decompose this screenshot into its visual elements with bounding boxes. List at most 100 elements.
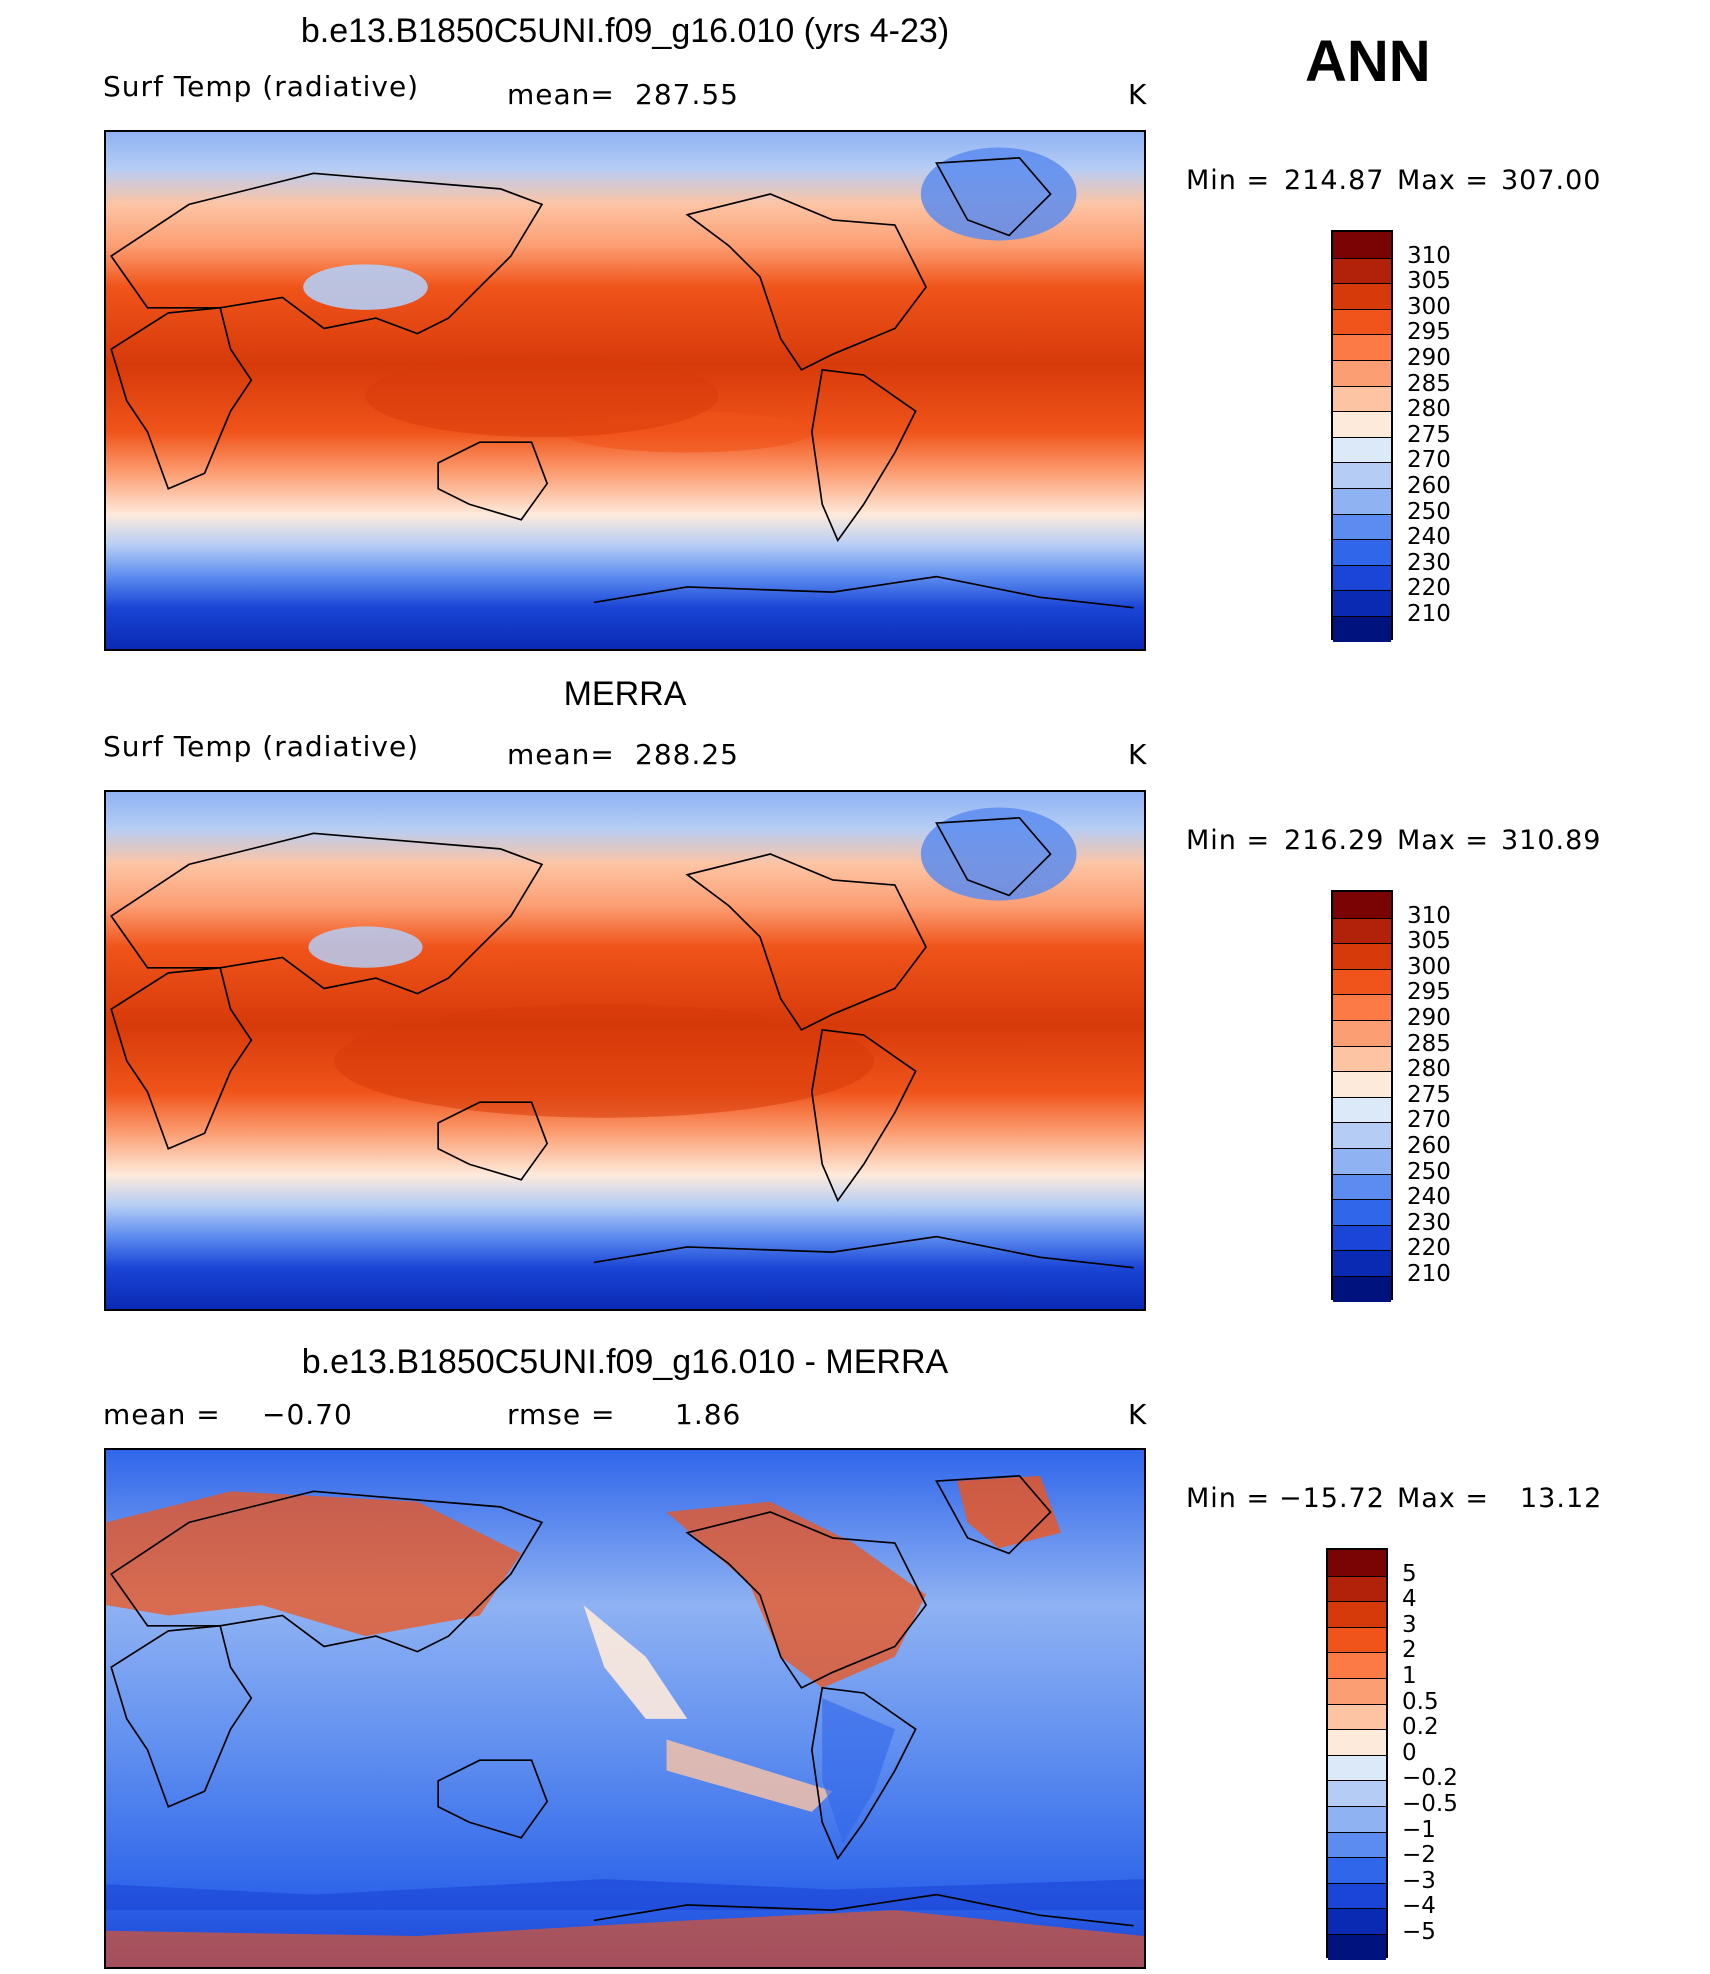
colorbar-swatch [1333, 1173, 1391, 1200]
colorbar-label: −2 [1402, 1842, 1436, 1869]
colorbar-separator [1333, 994, 1391, 996]
colorbar-swatch [1333, 1020, 1391, 1047]
colorbar-separator [1328, 1678, 1386, 1679]
colorbar-label: 0.5 [1402, 1688, 1439, 1715]
colorbar-label: −0.2 [1402, 1765, 1458, 1792]
panel-1-title: b.e13.B1850C5UNI.f09_g16.010 (yrs 4-23) [300, 12, 950, 50]
colorbar-separator [1333, 1122, 1391, 1124]
colorbar-label: 230 [1407, 1209, 1451, 1236]
colorbar-label: 295 [1407, 319, 1451, 346]
panel-3-units: K [1128, 1398, 1148, 1431]
colorbar-swatch [1328, 1575, 1386, 1602]
colorbar-swatch [1328, 1550, 1386, 1577]
colorbar-separator [1328, 1780, 1386, 1782]
colorbar-separator [1333, 564, 1391, 566]
colorbar-swatch [1333, 436, 1391, 463]
panel-1-mean-value: 287.55 [635, 78, 739, 111]
colorbar-label: 0.2 [1402, 1714, 1439, 1741]
colorbar-swatch [1333, 917, 1391, 944]
colorbar-separator [1333, 539, 1391, 541]
panel-3-map-svg [106, 1450, 1144, 1967]
panel-1-mean-label: mean= [507, 78, 615, 111]
colorbar-swatch [1333, 1250, 1391, 1277]
colorbar-box [1326, 1548, 1388, 1961]
colorbar-swatch [1328, 1908, 1386, 1935]
colorbar-swatch [1333, 1122, 1391, 1149]
colorbar-separator [1333, 385, 1391, 387]
colorbar-swatch [1328, 1780, 1386, 1807]
colorbar-separator [1333, 1045, 1391, 1047]
colorbar-swatch [1333, 1224, 1391, 1251]
colorbar-label: 270 [1407, 447, 1451, 474]
colorbar-swatch [1333, 308, 1391, 335]
colorbar-label: 290 [1407, 345, 1451, 371]
panel-2-min-label: Min = [1186, 825, 1271, 856]
colorbar-swatch [1333, 564, 1391, 591]
colorbar-label: 300 [1407, 953, 1451, 980]
colorbar-swatch [1333, 257, 1391, 284]
colorbar-label: 2 [1402, 1637, 1417, 1664]
colorbar-label: 230 [1407, 549, 1451, 576]
colorbar-label: 5 [1402, 1560, 1417, 1587]
colorbar-swatch [1333, 1276, 1391, 1303]
colorbar-label: 275 [1407, 421, 1451, 448]
panel-3-max-label: Max = [1397, 1483, 1490, 1514]
panel-3-max-value: 13.12 [1520, 1483, 1603, 1514]
colorbar-swatch [1333, 616, 1391, 643]
colorbar-swatch [1333, 1071, 1391, 1098]
colorbar-label: 250 [1407, 1158, 1451, 1185]
panel-1-map [104, 130, 1146, 651]
colorbar-swatch [1333, 994, 1391, 1021]
panel-2-mean-value: 288.25 [635, 738, 739, 771]
colorbar-label: 260 [1407, 1133, 1451, 1159]
panel-1-max-label: Max = [1397, 165, 1490, 196]
colorbar-separator [1333, 1096, 1391, 1098]
colorbar-label: 310 [1407, 902, 1451, 929]
panel-1-min-value: 214.87 [1284, 165, 1385, 196]
colorbar-swatch [1333, 232, 1391, 259]
colorbar-separator [1333, 1071, 1391, 1073]
colorbar-separator [1333, 917, 1391, 919]
colorbar-separator [1328, 1831, 1386, 1833]
panel-1-max-value: 307.00 [1501, 165, 1602, 196]
panel-2-map [104, 790, 1146, 1311]
colorbar-swatch [1328, 1601, 1386, 1628]
colorbar-label: −4 [1402, 1893, 1436, 1920]
colorbar-swatch [1333, 1148, 1391, 1175]
colorbar-separator [1328, 1857, 1386, 1859]
colorbar-separator [1333, 943, 1391, 945]
panel-1-variable: Surf Temp (radiative) [103, 70, 420, 103]
colorbar-swatch [1333, 1096, 1391, 1123]
colorbar-separator [1328, 1729, 1386, 1731]
panel-1-min-label: Min = [1186, 165, 1271, 196]
colorbar-separator [1333, 308, 1391, 310]
colorbar-separator [1333, 590, 1391, 592]
colorbar-separator [1333, 334, 1391, 336]
colorbar-swatch [1328, 1626, 1386, 1653]
panel-2-mean-label: mean= [507, 738, 615, 771]
colorbar-separator [1333, 360, 1391, 361]
panel-3-rmse-value: 1.86 [675, 1398, 742, 1431]
colorbar-swatch [1328, 1703, 1386, 1730]
colorbar-swatch [1333, 283, 1391, 310]
panel-1-units: K [1128, 78, 1148, 111]
colorbar-swatch [1328, 1806, 1386, 1833]
colorbar-swatch [1333, 539, 1391, 566]
colorbar-label: 1 [1402, 1663, 1417, 1689]
panel-3-mean-value: −0.70 [262, 1398, 353, 1431]
colorbar-swatch [1333, 590, 1391, 617]
colorbar-swatch [1333, 411, 1391, 438]
colorbar-label: −5 [1402, 1919, 1436, 1945]
panel-2-map-svg [106, 792, 1144, 1309]
colorbar-separator [1333, 488, 1391, 489]
colorbar-separator [1328, 1754, 1386, 1756]
colorbar-swatch [1333, 892, 1391, 919]
colorbar-separator [1328, 1882, 1386, 1884]
colorbar-label: 285 [1407, 1030, 1451, 1057]
colorbar-swatch [1333, 943, 1391, 970]
colorbar-label: 295 [1407, 979, 1451, 1006]
colorbar-separator [1333, 436, 1391, 438]
colorbar-swatch [1333, 513, 1391, 540]
panel-2-units: K [1128, 738, 1148, 771]
colorbar-label: 3 [1402, 1611, 1417, 1638]
